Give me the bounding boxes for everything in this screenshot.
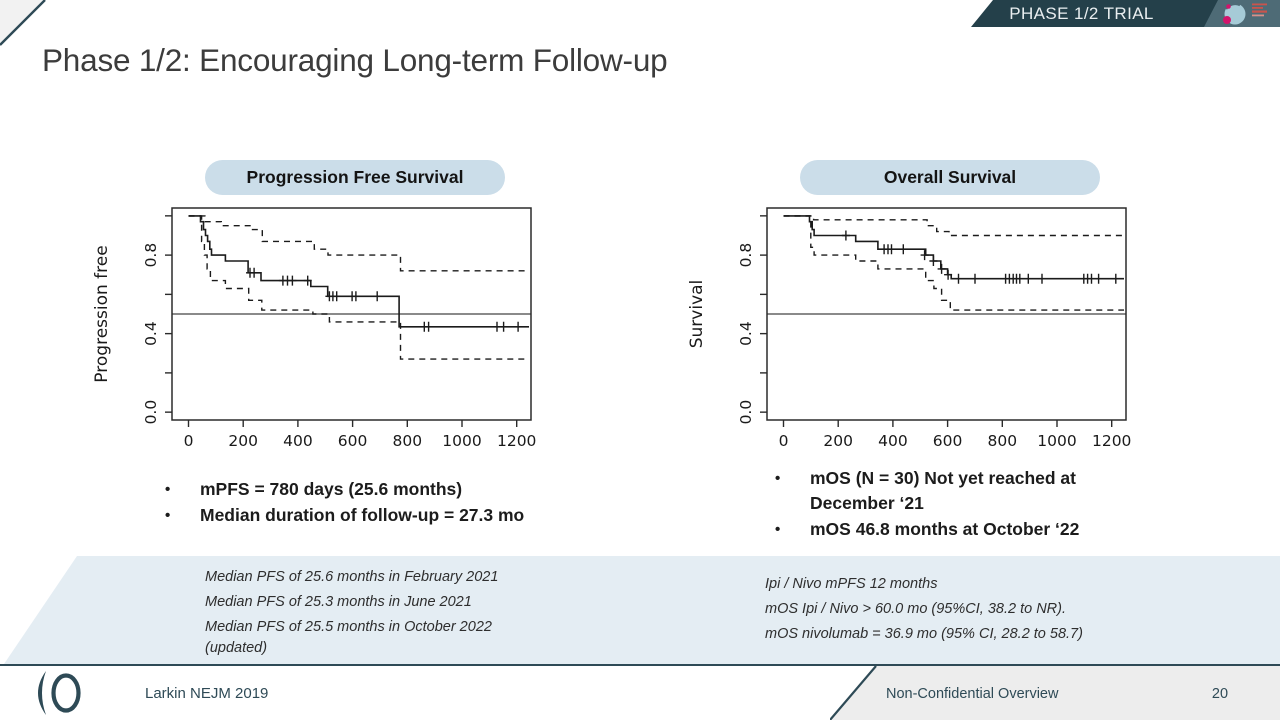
note-line: Median PFS of 25.5 months in October 202… bbox=[205, 619, 492, 635]
pfs-bullet-list: • mPFS = 780 days (25.6 months) • Median… bbox=[165, 477, 605, 529]
svg-text:800: 800 bbox=[988, 432, 1018, 450]
bullet-icon: • bbox=[165, 507, 171, 524]
notes-left-column: Median PFS of 25.6 months in February 20… bbox=[205, 570, 498, 666]
notes-right-column: Ipi / Nivo mPFS 12 months mOS Ipi / Nivo… bbox=[765, 577, 1083, 652]
page-title: Phase 1/2: Encouraging Long-term Follow-… bbox=[42, 42, 668, 78]
svg-text:200: 200 bbox=[228, 432, 258, 450]
svg-text:0.4: 0.4 bbox=[142, 321, 160, 346]
citation-text: Larkin NEJM 2019 bbox=[145, 685, 269, 702]
bullet-icon: • bbox=[775, 470, 781, 487]
censor-marks bbox=[841, 230, 1120, 284]
banner-logo-section bbox=[1204, 0, 1280, 27]
svg-text:600: 600 bbox=[933, 432, 963, 450]
footer-tab bbox=[830, 666, 1280, 720]
note-line: mOS Ipi / Nivo > 60.0 mo (95%CI, 38.2 to… bbox=[765, 601, 1066, 617]
svg-text:0: 0 bbox=[779, 432, 789, 450]
bullet-text: mOS 46.8 months at October ‘22 bbox=[810, 519, 1080, 539]
svg-text:1000: 1000 bbox=[1037, 432, 1076, 450]
svg-text:1200: 1200 bbox=[497, 432, 536, 450]
corner-decoration bbox=[0, 0, 46, 46]
note-line: Ipi / Nivo mPFS 12 months bbox=[765, 576, 938, 592]
censor-marks bbox=[246, 267, 523, 332]
svg-text:200: 200 bbox=[823, 432, 853, 450]
svg-text:0.0: 0.0 bbox=[142, 400, 160, 425]
svg-text:0.4: 0.4 bbox=[737, 321, 755, 346]
note-line: (updated) bbox=[205, 640, 268, 656]
svg-text:0.8: 0.8 bbox=[737, 243, 755, 268]
phase-banner-label: PHASE 1/2 TRIAL bbox=[1009, 4, 1154, 23]
svg-text:400: 400 bbox=[283, 432, 313, 450]
svg-text:600: 600 bbox=[338, 432, 368, 450]
bullet-text: mOS (N = 30) Not yet reached at December… bbox=[810, 468, 1076, 513]
note-line: Median PFS of 25.6 months in February 20… bbox=[205, 569, 499, 585]
svg-text:0.8: 0.8 bbox=[142, 243, 160, 268]
svg-text:400: 400 bbox=[878, 432, 908, 450]
svg-text:1000: 1000 bbox=[442, 432, 481, 450]
bullet-icon: • bbox=[165, 481, 171, 498]
bullet-text: Median duration of follow-up = 27.3 mo bbox=[200, 505, 525, 525]
chart-header-pfs: Progression Free Survival bbox=[205, 160, 505, 195]
bullet-icon: • bbox=[775, 521, 781, 538]
footer-divider bbox=[0, 664, 1280, 666]
page-number: 20 bbox=[1211, 686, 1229, 702]
center-logo-icon bbox=[1223, 2, 1267, 25]
list-item: • mOS (N = 30) Not yet reached at Decemb… bbox=[775, 466, 1107, 516]
bullet-text: mPFS = 780 days (25.6 months) bbox=[200, 479, 463, 499]
svg-text:800: 800 bbox=[393, 432, 423, 450]
svg-text:0.0: 0.0 bbox=[737, 400, 755, 425]
svg-text:0: 0 bbox=[184, 432, 194, 450]
classification-text: Non-Confidential Overview bbox=[886, 686, 1059, 702]
chart-header-os: Overall Survival bbox=[800, 160, 1100, 195]
note-line: Median PFS of 25.3 months in June 2021 bbox=[205, 594, 472, 610]
note-line: mOS nivolumab = 36.9 mo (95% CI, 28.2 to… bbox=[765, 626, 1083, 642]
list-item: • Median duration of follow-up = 27.3 mo bbox=[165, 503, 605, 528]
list-item: • mPFS = 780 days (25.6 months) bbox=[165, 477, 605, 502]
y-axis-label: Survival bbox=[687, 280, 707, 349]
notes-band bbox=[4, 556, 1280, 664]
list-item: • mOS 46.8 months at October ‘22 bbox=[775, 517, 1107, 542]
pfs-kaplan-meier-chart: 0 200 400 600 800 1000 1200 0.0 0.4 0.8 Progressio… bbox=[92, 207, 536, 450]
svg-text:1200: 1200 bbox=[1092, 432, 1131, 450]
os-bullet-list: • mOS (N = 30) Not yet reached at Decemb… bbox=[775, 466, 1107, 543]
os-kaplan-meier-chart: 0 200 400 600 800 1000 1200 0.0 0.4 0.8 Survival bbox=[687, 207, 1131, 450]
phase-banner: PHASE 1/2 TRIAL bbox=[971, 0, 1280, 27]
y-axis-label: Progression free bbox=[92, 245, 112, 382]
company-logo-icon bbox=[38, 671, 81, 715]
